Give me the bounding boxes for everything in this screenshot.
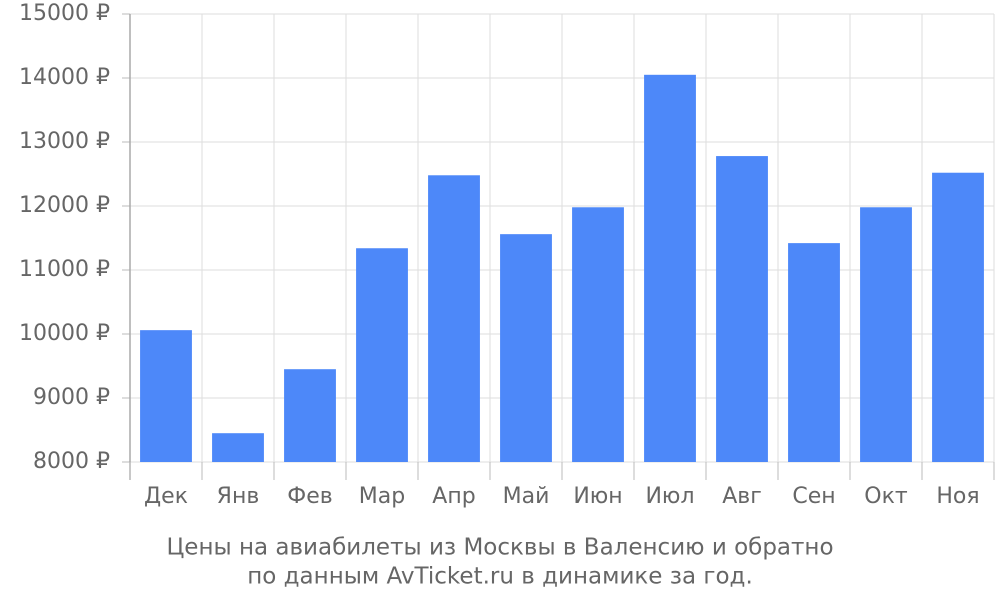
x-tick-label: Апр (432, 484, 475, 509)
y-tick-label: 9000 ₽ (33, 385, 110, 410)
x-tick-label: Дек (144, 484, 188, 509)
y-tick-label: 11000 ₽ (19, 257, 110, 282)
bar (572, 207, 624, 462)
y-tick-label: 8000 ₽ (33, 449, 110, 474)
x-tick-label: Янв (217, 484, 260, 509)
y-tick-label: 13000 ₽ (19, 129, 110, 154)
x-tick-label: Окт (864, 484, 908, 509)
bar (860, 207, 912, 462)
y-tick-label: 12000 ₽ (19, 193, 110, 218)
caption-line: по данным AvTicket.ru в динамике за год. (247, 564, 753, 590)
bar (212, 433, 264, 462)
x-tick-label: Фев (287, 484, 332, 509)
bar (356, 248, 408, 462)
bar (716, 156, 768, 462)
bar (644, 74, 696, 463)
bar (932, 172, 984, 462)
bar (284, 369, 336, 462)
x-tick-label: Мар (359, 484, 405, 509)
y-tick-label: 14000 ₽ (19, 65, 110, 90)
bar (140, 330, 192, 462)
caption-line: Цены на авиабилеты из Москвы в Валенсию … (166, 535, 833, 561)
y-tick-label: 10000 ₽ (19, 321, 110, 346)
bar (428, 175, 480, 462)
x-tick-label: Май (503, 484, 550, 509)
bar (500, 234, 552, 462)
y-tick-label: 15000 ₽ (19, 1, 110, 26)
x-tick-label: Июн (573, 484, 622, 509)
x-tick-label: Июл (645, 484, 694, 509)
bar (788, 243, 840, 462)
x-tick-label: Авг (722, 484, 762, 509)
x-tick-label: Ноя (936, 484, 979, 509)
x-tick-label: Сен (792, 484, 835, 509)
